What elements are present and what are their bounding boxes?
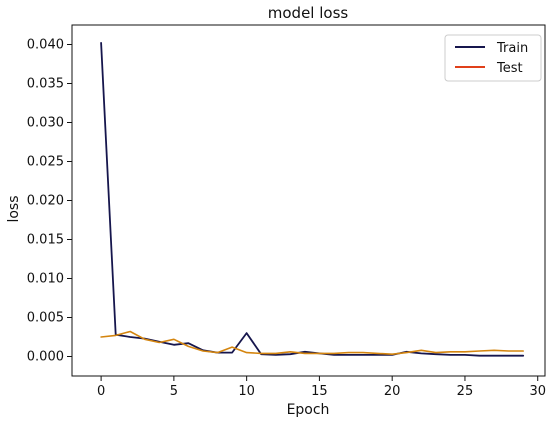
chart-title: model loss	[268, 4, 349, 22]
y-tick-label: 0.010	[27, 272, 64, 287]
series-line-train	[100, 42, 525, 357]
x-tick-label: 5	[170, 384, 178, 399]
x-tick-label: 30	[529, 384, 546, 399]
x-tick-label: 10	[238, 384, 255, 399]
legend-label-test: Test	[496, 61, 523, 76]
y-tick-label: 0.030	[27, 116, 64, 131]
series-layer	[100, 42, 525, 357]
x-axis: 0 5 10 15 20 25 30	[97, 376, 546, 399]
x-tick-label: 25	[457, 384, 474, 399]
x-tick-label: 15	[311, 384, 328, 399]
x-tick-label: 20	[384, 384, 401, 399]
y-axis-title: loss	[6, 195, 22, 222]
y-axis: 0.000 0.005 0.010 0.015 0.020 0.025 0.030 0.035…	[27, 38, 72, 365]
legend-label-train: Train	[496, 41, 528, 56]
y-tick-label: 0.000	[27, 350, 64, 365]
y-tick-label: 0.035	[27, 77, 64, 92]
y-tick-label: 0.015	[27, 233, 64, 248]
legend: Train Test	[444, 34, 542, 82]
y-tick-label: 0.005	[27, 311, 64, 326]
series-line-test	[100, 330, 525, 356]
y-tick-label: 0.020	[27, 194, 64, 209]
x-tick-label: 0	[97, 384, 105, 399]
y-tick-label: 0.040	[27, 38, 64, 53]
x-axis-title: Epoch	[287, 402, 330, 418]
y-tick-label: 0.025	[27, 155, 64, 170]
